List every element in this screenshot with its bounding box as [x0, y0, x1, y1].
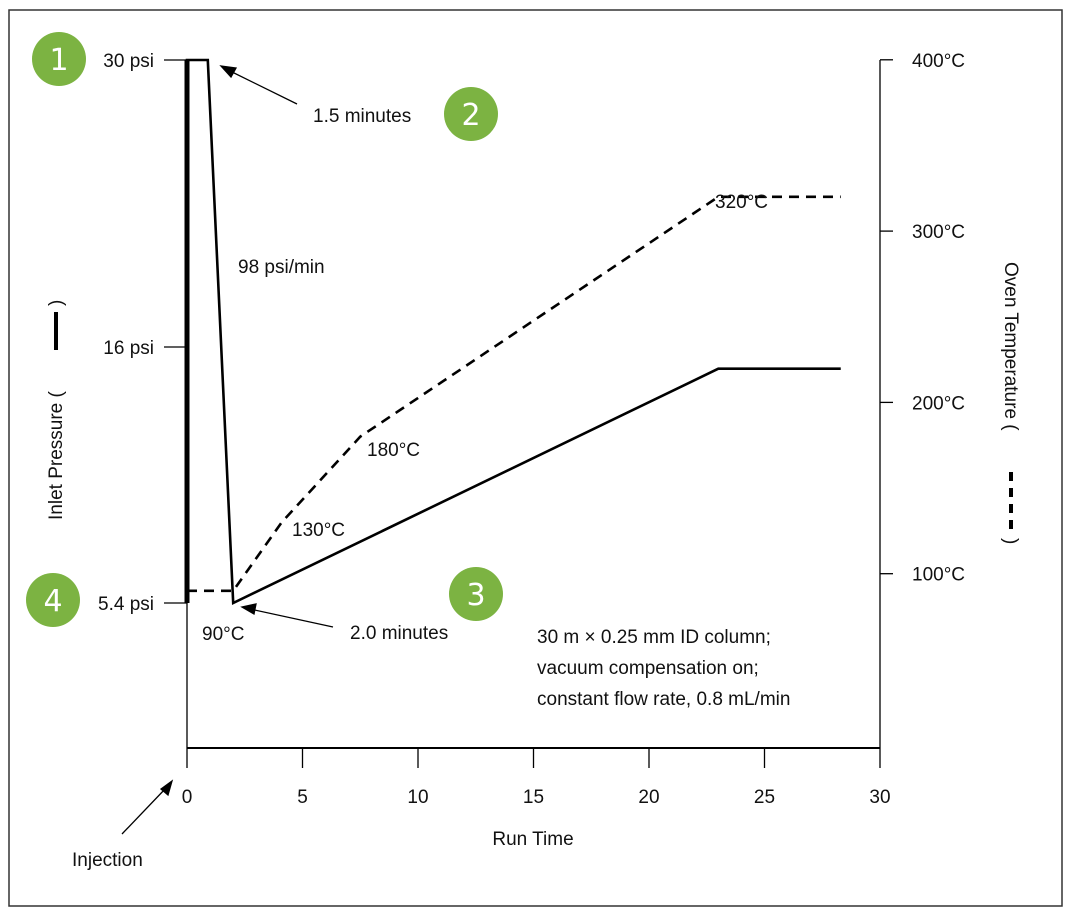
- note-line-2: vacuum compensation on;: [537, 658, 759, 679]
- svg-text:1: 1: [49, 43, 68, 78]
- badge-4: 4: [26, 573, 80, 627]
- pressure-line: [185, 58, 841, 606]
- badge-1: 1: [32, 32, 86, 86]
- left-tick-label: 30 psi: [103, 51, 154, 72]
- arrows: [121, 65, 334, 835]
- right-tick-label: 400°C: [912, 51, 965, 72]
- note-line-3: constant flow rate, 0.8 mL/min: [537, 689, 790, 710]
- left-tick-label: 16 psi: [103, 338, 154, 359]
- right-tick-label: 300°C: [912, 222, 965, 243]
- annotation-injection: Injection: [72, 850, 143, 871]
- x-tick-label: 25: [754, 787, 775, 808]
- right-axis-label-close: ): [1000, 538, 1021, 544]
- x-tick-label: 30: [869, 787, 890, 808]
- annotation-hold2: 2.0 minutes: [350, 623, 448, 644]
- left-tick-label: 5.4 psi: [98, 594, 154, 615]
- note-line-1: 30 m × 0.25 mm ID column;: [537, 627, 771, 648]
- x-tick-label: 10: [407, 787, 428, 808]
- x-tick-label: 20: [638, 787, 659, 808]
- badge-3: 3: [449, 567, 503, 621]
- annotation-180c: 180°C: [367, 440, 420, 461]
- badge-2: 2: [444, 87, 498, 141]
- x-axis-label: Run Time: [492, 829, 573, 850]
- frame: [8, 9, 1063, 907]
- svg-text:2: 2: [461, 98, 480, 133]
- annotation-hold1: 1.5 minutes: [313, 106, 411, 127]
- temperature-line: [187, 195, 841, 593]
- left-axis-label: Inlet Pressure (: [46, 391, 67, 520]
- annotation-rate: 98 psi/min: [238, 257, 325, 278]
- right-tick-label: 100°C: [912, 565, 965, 586]
- x-tick-label: 15: [523, 787, 544, 808]
- right-axis-label: Oven Temperature (: [1000, 262, 1021, 431]
- right-tick-label: 200°C: [912, 393, 965, 414]
- svg-text:3: 3: [466, 578, 485, 613]
- left-axis-label-close: ): [46, 300, 67, 306]
- x-tick-label: 5: [297, 787, 308, 808]
- annotation-90c: 90°C: [202, 624, 244, 645]
- svg-text:4: 4: [43, 584, 62, 619]
- x-tick-label: 0: [182, 787, 193, 808]
- annotation-320c: 320°C: [715, 192, 768, 213]
- annotation-130c: 130°C: [292, 520, 345, 541]
